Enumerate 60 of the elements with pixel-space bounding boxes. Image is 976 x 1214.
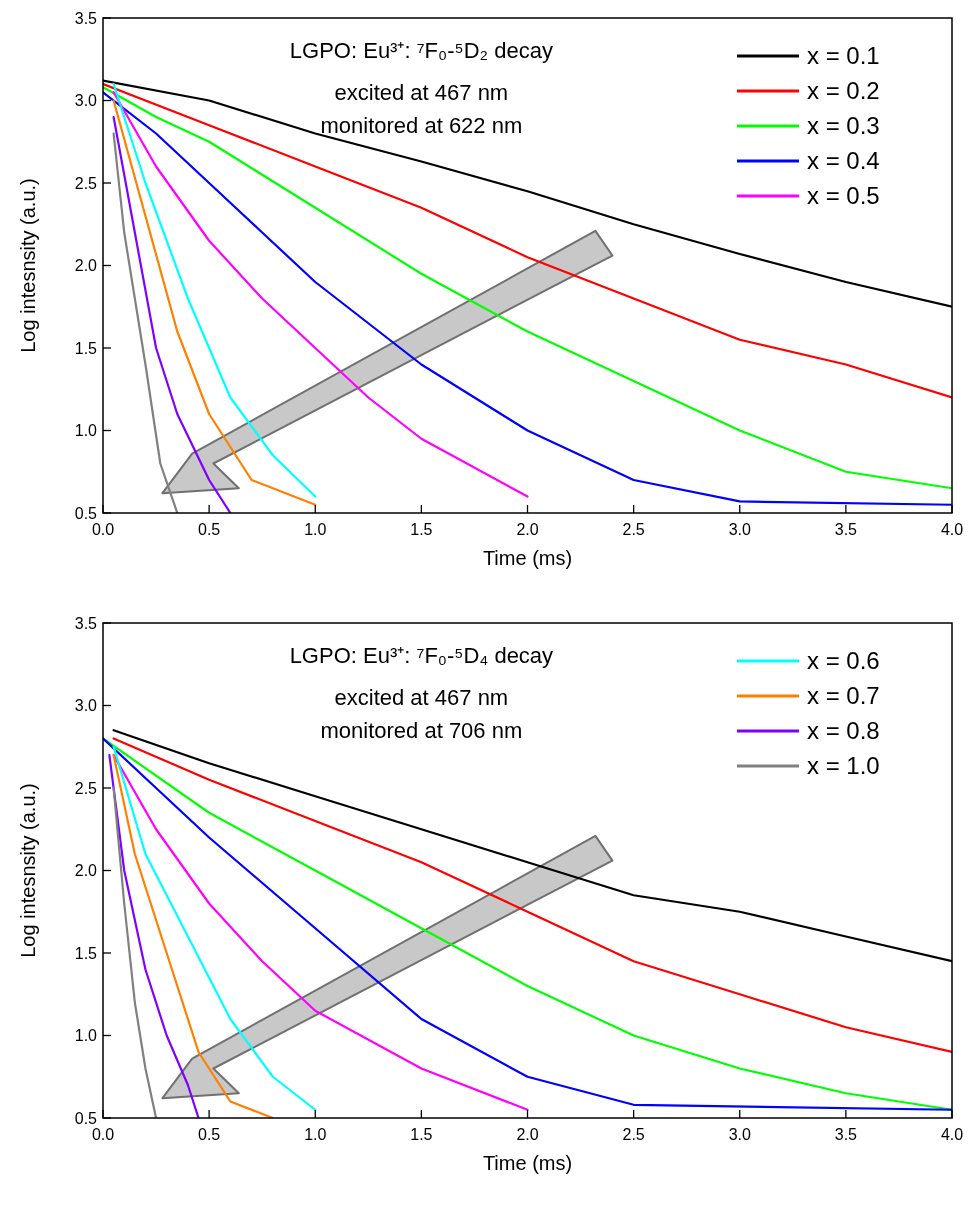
x-tick-label: 1.0 — [304, 1126, 327, 1143]
y-tick-label: 2.0 — [74, 257, 98, 275]
annotation: monitored at 706 nm — [320, 718, 523, 743]
x-tick-label: 2.5 — [622, 1126, 645, 1143]
y-tick-label: 1.0 — [74, 422, 98, 440]
x-tick-label: 0.0 — [91, 1126, 115, 1143]
x-tick-label: 1.5 — [410, 1126, 433, 1143]
y-tick-label: 3.5 — [74, 614, 98, 632]
x-tick-label: 1.0 — [304, 521, 327, 538]
x-tick-label: 0.5 — [198, 1126, 221, 1143]
annotation: excited at 467 nm — [334, 685, 509, 710]
line-series — [103, 82, 952, 399]
line-series — [108, 753, 200, 1118]
y-tick-label: 1.5 — [74, 944, 98, 962]
y-tick-label: 3.5 — [74, 9, 98, 27]
x-axis-title: Time (ms) — [482, 547, 573, 569]
y-tick-label: 0.5 — [74, 504, 98, 522]
x-tick-label: 3.5 — [834, 521, 858, 538]
line-series — [112, 115, 232, 513]
legend-label: x = 0.8 — [807, 717, 880, 745]
line-series — [112, 786, 158, 1118]
x-tick-label: 1.5 — [410, 521, 433, 538]
x-tick-label: 3.0 — [728, 1126, 751, 1143]
y-tick-label: 3.0 — [74, 92, 98, 110]
legend-label: x = 0.1 — [807, 42, 880, 70]
x-tick-label: 0.5 — [198, 521, 221, 538]
y-tick-label: 2.5 — [74, 174, 98, 192]
x-axis-title: Time (ms) — [482, 1152, 573, 1174]
x-tick-label: 0.0 — [91, 521, 115, 538]
x-tick-label: 2.5 — [622, 521, 645, 538]
x-tick-label: 4.0 — [940, 1126, 964, 1143]
line-series — [112, 745, 317, 1111]
x-tick-label: 2.0 — [516, 521, 539, 538]
x-tick-label: 3.5 — [834, 1126, 858, 1143]
line-series — [112, 753, 274, 1118]
line-series — [112, 132, 179, 513]
y-axis-title: Log intesnsity (a.u.) — [17, 783, 39, 958]
x-tick-label: 4.0 — [940, 521, 964, 538]
y-tick-label: 1.0 — [74, 1027, 98, 1045]
y-tick-label: 3.0 — [74, 697, 98, 715]
text: LGPO: Eu³⁺: ⁷F₀-⁵D₄ decay — [289, 643, 554, 668]
legend-label: x = 0.6 — [807, 647, 880, 675]
legend-label: x = 1.0 — [807, 752, 880, 780]
legend-label: x = 0.3 — [807, 112, 880, 140]
x-tick-label: 2.0 — [516, 1126, 539, 1143]
legend-label: x = 0.2 — [807, 77, 880, 105]
line-series — [112, 737, 952, 1054]
y-tick-label: 0.5 — [74, 1109, 98, 1127]
x-tick-label: 3.0 — [728, 521, 751, 538]
y-tick-label: 2.5 — [74, 779, 98, 797]
text: LGPO: Eu³⁺: ⁷F₀-⁵D₂ decay — [289, 38, 553, 63]
line-series — [103, 737, 952, 1111]
legend-label: x = 0.7 — [807, 682, 880, 710]
legend-label: x = 0.4 — [807, 147, 880, 175]
legend-label: x = 0.5 — [807, 182, 880, 210]
y-tick-label: 1.5 — [74, 339, 98, 357]
y-tick-label: 2.0 — [74, 862, 98, 880]
annotation: excited at 467 nm — [334, 80, 509, 105]
annotation: monitored at 622 nm — [320, 113, 523, 138]
y-axis-title: Log intesnsity (a.u.) — [17, 178, 39, 353]
